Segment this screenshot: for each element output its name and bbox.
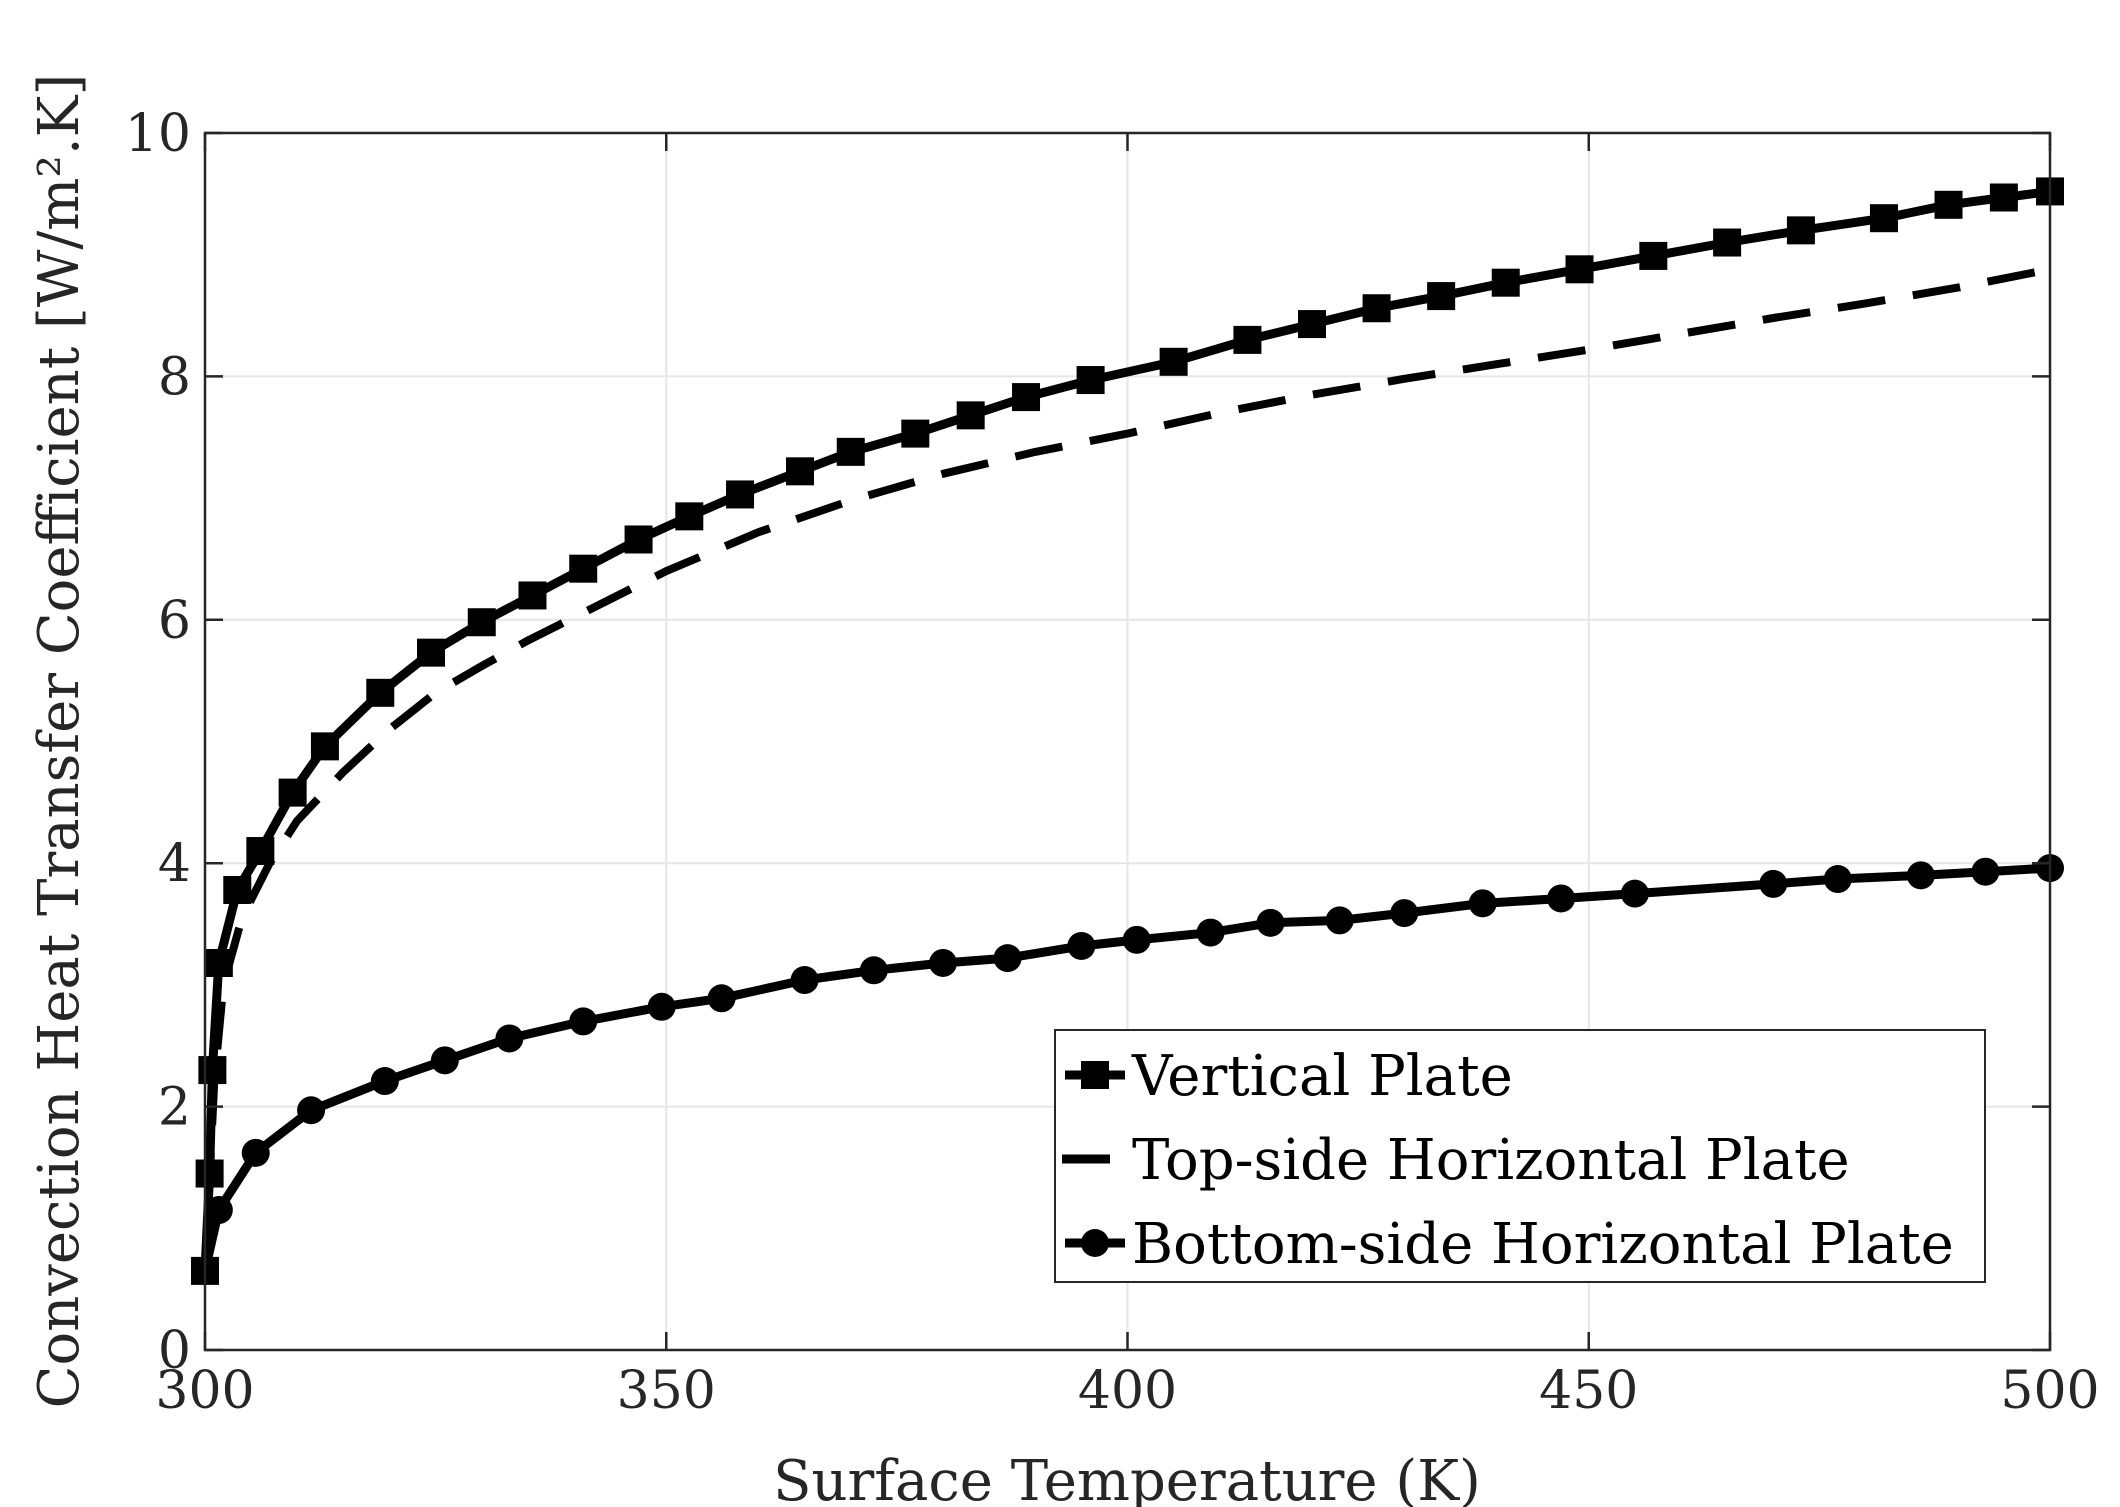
- data-point: [467, 608, 496, 637]
- y-tick-label: 8: [158, 347, 191, 407]
- y-tick-label: 10: [125, 104, 191, 164]
- data-point: [278, 778, 307, 807]
- data-point: [366, 678, 395, 707]
- legend: Vertical Plate Top-side Horizontal Plate B…: [1054, 1029, 1986, 1283]
- data-point: [223, 875, 252, 904]
- data-point: [1159, 347, 1188, 376]
- data-point: [1067, 931, 1096, 960]
- data-point: [1620, 879, 1649, 908]
- ticks: 300 350 400 450 500 0 2 4 6 8 10: [125, 104, 2100, 1421]
- data-point: [624, 525, 653, 554]
- x-tick-label: 450: [1539, 1361, 1638, 1421]
- data-point: [1786, 216, 1815, 245]
- legend-label: Bottom-side Horizontal Plate: [1132, 1212, 1954, 1277]
- data-point: [1390, 899, 1419, 928]
- data-point: [1823, 865, 1852, 894]
- data-point: [901, 419, 930, 448]
- data-point: [297, 1096, 326, 1125]
- data-point: [241, 1138, 270, 1167]
- y-axis-label: Convection Heat Transfer Coefficient [W/…: [27, 74, 92, 1409]
- legend-box: [1054, 1029, 1986, 1283]
- y-tick-label: 0: [158, 1321, 191, 1381]
- data-point: [204, 1196, 233, 1225]
- data-point: [790, 966, 819, 995]
- data-point: [569, 1007, 598, 1036]
- series-line: [201, 265, 2051, 1278]
- data-point: [1076, 366, 1105, 395]
- data-point: [1869, 204, 1898, 233]
- data-point: [1971, 857, 2000, 886]
- data-point: [726, 480, 755, 509]
- legend-item: Bottom-side Horizontal Plate: [1065, 1212, 1954, 1277]
- series-line: [200, 863, 2051, 1272]
- series-layer: [191, 177, 2064, 1285]
- legend-label: Vertical Plate: [1131, 1044, 1513, 1109]
- data-point: [836, 437, 865, 466]
- data-point: [1298, 310, 1326, 339]
- legend-marker: [1081, 1061, 1109, 1089]
- data-point: [859, 956, 888, 985]
- data-point: [1565, 255, 1594, 284]
- data-point: [1759, 869, 1788, 898]
- data-point: [1934, 190, 1963, 219]
- series-1: [201, 265, 2051, 1278]
- data-point: [675, 502, 704, 531]
- data-point: [1468, 889, 1497, 918]
- data-point: [310, 732, 339, 761]
- data-point: [1233, 325, 1262, 354]
- data-point: [1427, 282, 1456, 311]
- series-2: [191, 854, 2064, 1285]
- data-point: [647, 992, 676, 1021]
- data-point: [430, 1046, 459, 1075]
- x-tick-label: 300: [155, 1361, 254, 1421]
- data-point: [1906, 861, 1935, 890]
- data-point: [1256, 908, 1285, 937]
- data-point: [1713, 228, 1742, 257]
- data-point: [495, 1024, 524, 1053]
- x-tick-label: 400: [1078, 1361, 1177, 1421]
- x-axis-label: Surface Temperature (K): [773, 1449, 1481, 1507]
- data-point: [1547, 884, 1576, 913]
- legend-item: Top-side Horizontal Plate: [1062, 1128, 1850, 1193]
- data-point: [929, 948, 957, 977]
- data-point: [1012, 383, 1041, 412]
- data-point: [786, 457, 815, 486]
- data-point: [417, 638, 446, 667]
- y-tick-label: 2: [158, 1078, 191, 1138]
- legend-marker: [1081, 1229, 1109, 1257]
- legend-label: Top-side Horizontal Plate: [1132, 1128, 1850, 1193]
- data-point: [1362, 294, 1391, 323]
- data-point: [569, 554, 598, 583]
- data-point: [707, 984, 736, 1013]
- data-point: [518, 581, 547, 610]
- y-tick-label: 4: [158, 834, 191, 894]
- data-point: [1639, 241, 1668, 270]
- x-tick-label: 500: [2000, 1361, 2099, 1421]
- legend-item: Vertical Plate: [1065, 1044, 1513, 1109]
- data-point: [1989, 183, 2018, 212]
- y-tick-label: 6: [158, 591, 191, 651]
- data-point: [1491, 268, 1520, 297]
- data-point: [1325, 906, 1354, 935]
- data-point: [993, 944, 1022, 973]
- data-point: [1122, 925, 1151, 954]
- data-point: [956, 401, 985, 430]
- data-point: [370, 1067, 399, 1096]
- data-point: [1196, 918, 1225, 947]
- x-tick-label: 350: [617, 1361, 716, 1421]
